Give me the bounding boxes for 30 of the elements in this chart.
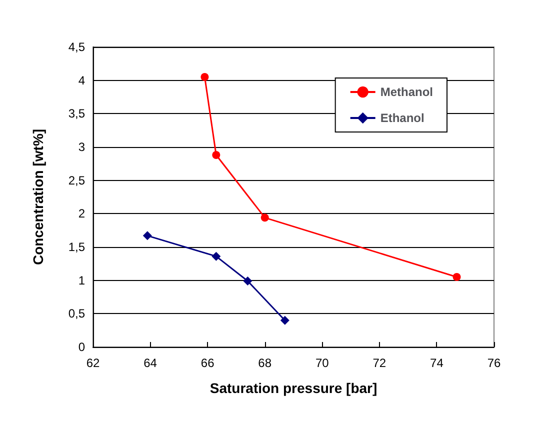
y-tick-label: 2 — [78, 206, 86, 221]
y-tick-label: 3,5 — [68, 106, 86, 121]
y-tick-label: 4,5 — [68, 40, 86, 54]
y-tick-label: 0 — [78, 340, 86, 354]
x-tick-label: 62 — [86, 356, 100, 370]
point — [260, 214, 269, 222]
x-axis-title: Saturation pressure [bar] — [210, 380, 378, 396]
y-tick-label: 1,5 — [68, 240, 86, 254]
x-tick-label: 76 — [487, 356, 501, 370]
point — [243, 276, 252, 286]
x-tick-label: 66 — [200, 356, 215, 370]
point — [452, 273, 461, 281]
point — [280, 316, 290, 325]
x-tick-label: 74 — [430, 356, 444, 370]
point — [142, 231, 152, 240]
x-tick-label: 70 — [315, 356, 330, 370]
x-tick-label: 72 — [372, 356, 386, 370]
y-axis-title: Concentration [wt%] — [30, 128, 46, 266]
y-tick-label: 2,5 — [68, 173, 86, 188]
y-tick-label: 0,5 — [68, 306, 86, 321]
point — [212, 151, 220, 159]
legend-label: Ethanol — [380, 111, 424, 125]
y-tick-label: 1 — [78, 273, 86, 288]
y-tick-label: 3 — [78, 140, 86, 154]
point — [212, 252, 221, 261]
y-tick-label: 4 — [78, 73, 86, 88]
x-tick-label: 64 — [144, 356, 158, 370]
point — [200, 73, 209, 81]
x-tick-label: 68 — [258, 356, 272, 370]
legend-label: Methanol — [380, 85, 434, 99]
